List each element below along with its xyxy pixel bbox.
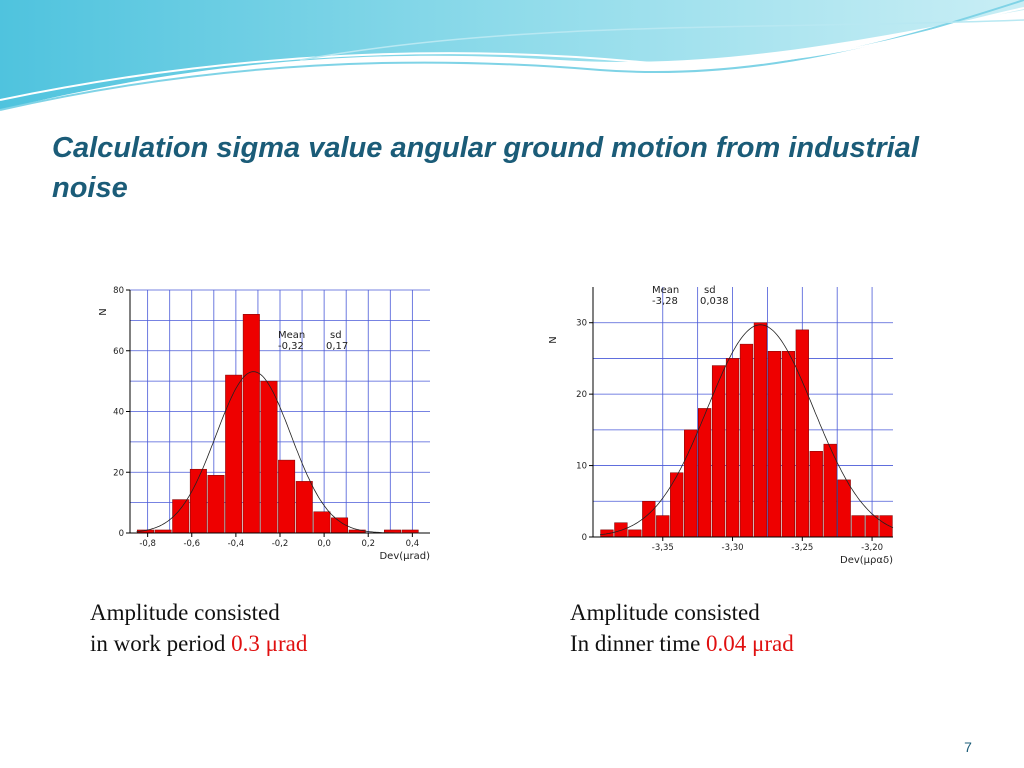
x-tick-label: -0,6 xyxy=(183,539,200,549)
bar xyxy=(684,429,698,538)
bar xyxy=(225,374,243,534)
annotation: 0,17 xyxy=(326,341,348,352)
bar xyxy=(295,481,313,534)
annotation: Mean xyxy=(652,285,679,296)
title: Calculation sigma value angular ground m… xyxy=(52,132,920,164)
bar xyxy=(614,522,628,538)
y-tick-label: 20 xyxy=(576,390,587,400)
y-tick-label: 0 xyxy=(119,529,124,539)
bar xyxy=(809,451,823,538)
bar xyxy=(207,475,225,534)
bar xyxy=(656,515,670,538)
page-number: 7 xyxy=(964,739,972,755)
x-tick-label: 0,0 xyxy=(317,539,331,549)
title: noise xyxy=(52,172,128,204)
bar xyxy=(642,501,656,538)
caption-text: In dinner time xyxy=(570,631,706,656)
y-tick-label: 0 xyxy=(582,533,587,543)
x-tick-label: -0,8 xyxy=(139,539,156,549)
y-tick-label: 30 xyxy=(576,319,587,329)
caption: in work period 0.3 μrad xyxy=(90,631,308,656)
annotation: -0,32 xyxy=(278,341,304,352)
x-tick-label: 0,2 xyxy=(361,539,375,549)
bar xyxy=(837,479,851,538)
bar xyxy=(725,358,740,538)
x-tick-label: -3,30 xyxy=(722,543,744,553)
y-tick-label: 80 xyxy=(113,286,124,296)
annotation: sd xyxy=(704,285,716,296)
x-tick-label: -3,20 xyxy=(861,543,883,553)
x-axis-label: Dev(μραδ) xyxy=(840,555,893,566)
caption-text: in work period xyxy=(90,631,231,656)
bar xyxy=(781,351,795,538)
fit-curve xyxy=(599,324,894,536)
bar xyxy=(795,329,809,538)
x-tick-label: -0,4 xyxy=(228,539,245,549)
bar xyxy=(172,499,190,534)
caption-value: 0.3 μrad xyxy=(231,631,308,656)
y-tick-label: 40 xyxy=(113,408,124,418)
x-tick-label: -3,25 xyxy=(791,543,813,553)
y-axis-label: N xyxy=(98,308,109,315)
histogram: -0,8 -0,6 -0,4 -0,2 0,0 0,2 0,4 0 20 40 60 80 Dev(μr… xyxy=(98,286,430,562)
y-axis-label: N xyxy=(548,336,559,343)
bar xyxy=(242,314,260,534)
bar xyxy=(865,515,879,538)
annotation: Mean xyxy=(278,330,305,341)
y-tick-label: 10 xyxy=(576,462,587,472)
bar xyxy=(739,343,754,538)
bar xyxy=(628,529,642,538)
x-axis-label: Dev(μrad) xyxy=(379,551,430,562)
bar xyxy=(851,515,865,538)
bar xyxy=(767,351,782,538)
x-tick-label: -0,2 xyxy=(272,539,289,549)
y-tick-label: 60 xyxy=(113,347,124,357)
bar xyxy=(753,322,768,538)
caption-value: 0.04 μrad xyxy=(706,631,794,656)
x-tick-label: -3,35 xyxy=(652,543,674,553)
fit-curve xyxy=(136,371,419,534)
bar xyxy=(278,459,296,534)
header-decoration xyxy=(0,0,1024,111)
annotation: sd xyxy=(330,330,342,341)
caption: Amplitude consisted xyxy=(570,600,760,625)
caption: Amplitude consisted xyxy=(90,600,280,625)
bar xyxy=(670,472,684,538)
bar xyxy=(260,380,278,534)
x-tick-label: 0,4 xyxy=(406,539,420,549)
annotation: -3,28 xyxy=(652,296,678,307)
caption: In dinner time 0.04 μrad xyxy=(570,631,794,656)
bar xyxy=(313,511,331,534)
histogram: -3,35 -3,30 -3,25 -3,20 0 10 20 30 Dev(μραδ) N Mea… xyxy=(548,285,894,566)
bar xyxy=(698,408,712,538)
bar xyxy=(331,517,349,534)
y-tick-label: 20 xyxy=(113,468,124,478)
annotation: 0,038 xyxy=(700,296,729,307)
